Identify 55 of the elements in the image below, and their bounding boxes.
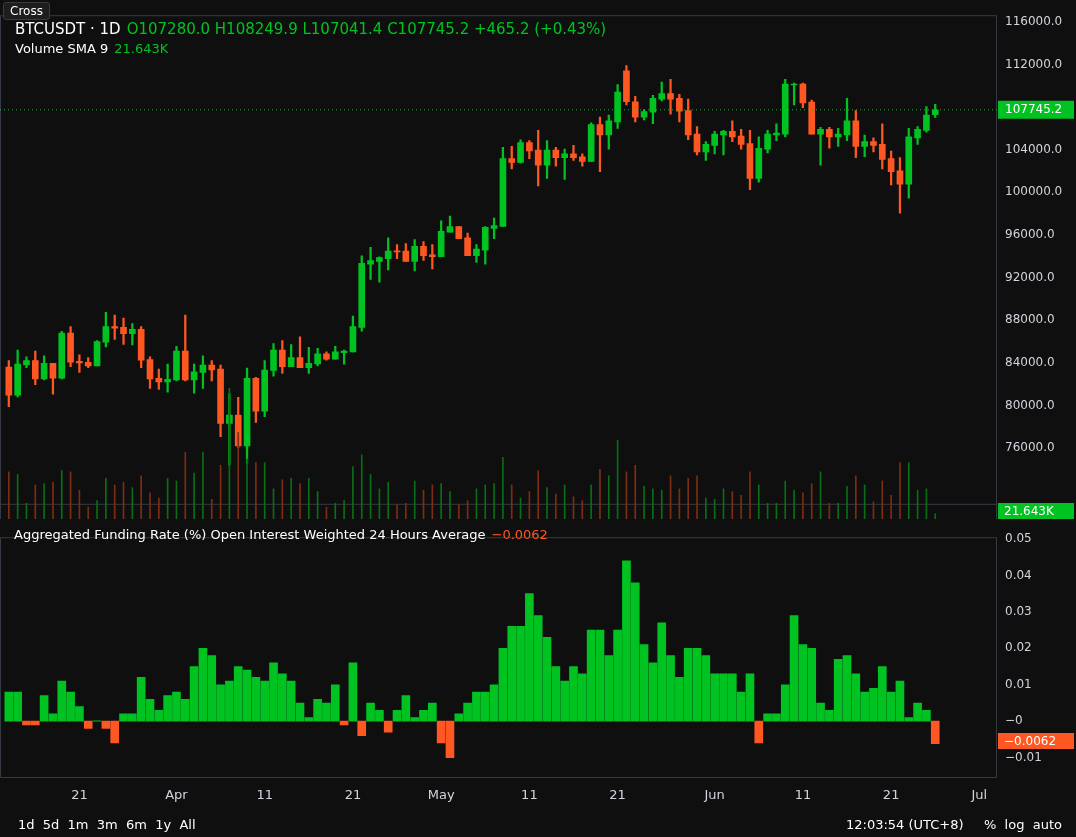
candlestick: [120, 317, 127, 345]
bar: [754, 720, 764, 744]
chart-title: BTCUSDT · 1D: [15, 20, 121, 38]
x-tick-label: Apr: [165, 787, 189, 803]
candlestick: [667, 79, 674, 115]
y-tick-label: 80000.0: [1005, 397, 1055, 412]
y-tick-label: 96000.0: [1005, 227, 1055, 242]
text: 12:03:54 (UTC+8): [846, 817, 964, 832]
text: % log auto: [984, 817, 1062, 832]
x-tick-label: 21: [71, 787, 88, 803]
x-tick-label: 21: [882, 787, 900, 803]
candlestick: [570, 145, 577, 161]
x-tick-label: Jun: [703, 787, 725, 803]
candlestick: [76, 354, 83, 373]
chart-title: Aggregated Funding Rate (%) Open Interest Weighted 24 Hours Average: [14, 527, 486, 542]
bar: [930, 720, 940, 745]
candlestick: [720, 130, 727, 156]
ref-line-label: 107745.2: [1005, 101, 1063, 116]
text: 21.643K: [998, 503, 1074, 519]
y-tick-label: 104000.0: [1005, 141, 1063, 156]
y-tick-label: 112000.0: [1005, 56, 1063, 71]
y-tick-label: 92000.0: [1005, 269, 1055, 284]
annotation: −0.0062: [491, 527, 548, 542]
candlestick: [817, 127, 824, 166]
y-tick-label: −0.01: [1005, 749, 1042, 764]
y-tick-label: 100000.0: [1005, 184, 1063, 199]
y-tick-label: 0.01: [1005, 676, 1032, 691]
candlestick: [367, 246, 374, 280]
x-tick-label: Jul: [970, 787, 988, 803]
y-tick-label: −0: [1005, 713, 1023, 728]
annotation: O107280.0 H108249.9 L107041.4 C107745.2 +465.2 (+0.43%): [126, 20, 607, 38]
text: 21.643K: [114, 41, 169, 56]
bar: [83, 720, 93, 729]
y-tick-label: 88000.0: [1005, 312, 1055, 327]
y-tick-label: 116000.0: [1005, 13, 1063, 28]
y-tick-label: 0.05: [1005, 531, 1032, 546]
bar: [383, 720, 393, 733]
chart-title: Volume SMA 9: [15, 41, 109, 56]
y-tick-label: 84000.0: [1005, 355, 1055, 370]
candlestick: [376, 256, 383, 283]
bar: [357, 720, 367, 737]
y-tick-label: 76000.0: [1005, 440, 1055, 455]
x-tick-label: 11: [256, 787, 273, 803]
x-tick-label: 21: [609, 787, 626, 803]
y-tick-label: 0.03: [1005, 604, 1032, 619]
y-tick-label: 0.02: [1005, 640, 1032, 655]
text: 1d 5d 1m 3m 6m 1y All: [18, 817, 196, 832]
bar: [348, 662, 358, 722]
x-tick-label: May: [427, 787, 455, 803]
x-tick-label: 11: [794, 787, 812, 803]
y-tick-label: 0.04: [1005, 567, 1032, 582]
text: −0.0062: [1004, 734, 1057, 748]
x-tick-label: 11: [521, 787, 538, 803]
annotation: Cross: [3, 2, 50, 20]
x-tick-label: 21: [344, 787, 362, 803]
